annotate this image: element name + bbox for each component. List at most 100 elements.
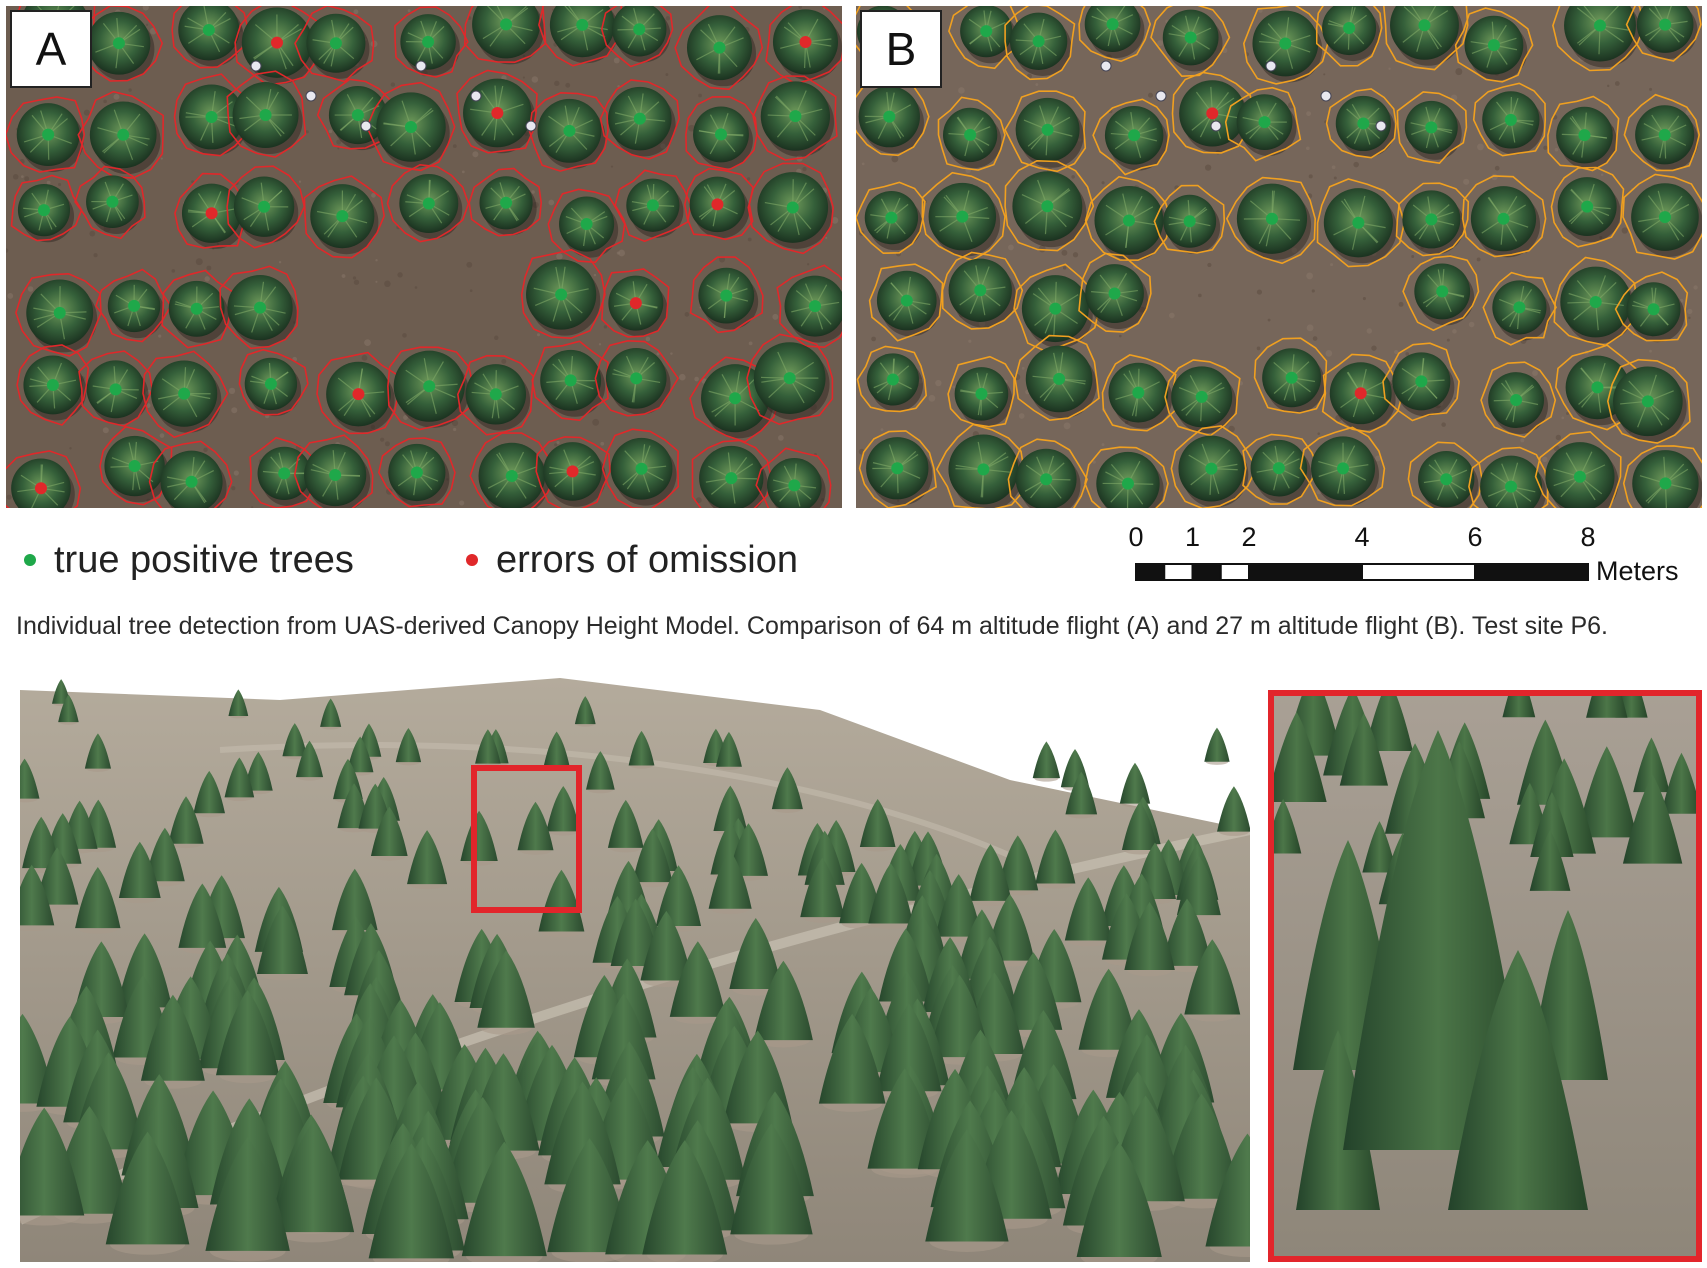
true-positive-marker — [1041, 200, 1054, 213]
true-positive-marker — [788, 479, 801, 492]
true-positive-marker — [1053, 372, 1066, 385]
true-positive-marker — [264, 377, 277, 390]
omission-marker — [711, 198, 724, 211]
true-positive-marker — [500, 18, 513, 31]
true-positive-marker — [977, 463, 990, 476]
true-positive-marker — [1505, 480, 1518, 493]
true-positive-marker — [53, 306, 66, 319]
scale-bar-unit: Meters — [1596, 556, 1679, 586]
true-positive-marker — [1641, 395, 1654, 408]
true-positive-marker — [1108, 287, 1121, 300]
scale-tick-label: 6 — [1467, 522, 1482, 552]
true-positive-marker — [202, 23, 215, 36]
true-positive-marker — [1032, 35, 1045, 48]
true-positive-marker — [422, 35, 435, 48]
true-positive-marker — [635, 462, 648, 475]
true-positive-marker — [713, 41, 726, 54]
true-positive-marker — [725, 472, 738, 485]
true-positive-marker — [1279, 37, 1292, 50]
true-positive-marker — [178, 387, 191, 400]
true-positive-marker — [783, 372, 796, 385]
panel-a-label: A — [10, 10, 92, 88]
true-positive-marker — [190, 302, 203, 315]
true-positive-marker — [1647, 303, 1660, 316]
true-positive-marker — [885, 211, 898, 224]
panel-b-label: B — [860, 10, 942, 88]
true-positive-marker — [633, 23, 646, 36]
true-positive-marker — [106, 195, 119, 208]
true-positive-marker — [1132, 386, 1145, 399]
panel-a-aerial-image: A — [6, 6, 842, 508]
omission-marker — [205, 207, 218, 220]
scale-tick-label: 4 — [1354, 522, 1369, 552]
true-positive-marker — [1659, 18, 1672, 31]
true-positive-marker — [1658, 211, 1671, 224]
true-positive-marker — [258, 200, 271, 213]
true-positive-marker — [1106, 18, 1119, 31]
true-positive-marker — [1040, 473, 1053, 486]
true-positive-marker — [964, 128, 977, 141]
true-positive-marker — [1497, 212, 1510, 225]
true-positive-dot-icon — [24, 554, 36, 566]
true-positive-marker — [1195, 390, 1208, 403]
true-positive-marker — [1352, 216, 1365, 229]
true-positive-marker — [500, 196, 513, 209]
true-positive-marker — [786, 201, 799, 214]
panel-a-canvas — [6, 6, 842, 508]
true-positive-marker — [883, 110, 896, 123]
true-positive-marker — [1122, 214, 1135, 227]
true-positive-marker — [1659, 477, 1672, 490]
omission-marker — [629, 297, 642, 310]
true-positive-marker — [555, 288, 568, 301]
true-positive-marker — [1589, 296, 1602, 309]
true-positive-marker — [808, 300, 821, 313]
figure-caption: Individual tree detection from UAS-deriv… — [16, 612, 1608, 640]
true-positive-marker — [278, 467, 291, 480]
true-positive-marker — [329, 37, 342, 50]
omission-marker — [352, 388, 365, 401]
legend-true-positive-label: true positive trees — [54, 538, 354, 581]
true-positive-marker — [729, 392, 742, 405]
true-positive-marker — [1184, 31, 1197, 44]
true-positive-marker — [980, 25, 993, 38]
omission-marker — [34, 482, 47, 495]
panel-b-canvas — [856, 6, 1702, 508]
true-positive-marker — [46, 378, 59, 391]
true-positive-marker — [580, 218, 593, 231]
true-positive-marker — [117, 128, 130, 141]
true-positive-marker — [1504, 113, 1517, 126]
scale-tick-label: 8 — [1580, 522, 1595, 552]
true-positive-marker — [975, 387, 988, 400]
true-positive-marker — [1581, 200, 1594, 213]
true-positive-marker — [1183, 215, 1196, 228]
canopy-3d-model-view — [20, 660, 1250, 1262]
scale-tick-label: 1 — [1185, 522, 1200, 552]
true-positive-marker — [109, 383, 122, 396]
true-positive-marker — [329, 468, 342, 481]
true-positive-marker — [956, 210, 969, 223]
true-positive-marker — [1591, 381, 1604, 394]
true-positive-marker — [410, 466, 423, 479]
true-positive-marker — [720, 289, 733, 302]
true-positive-marker — [423, 380, 436, 393]
true-positive-marker — [1425, 213, 1438, 226]
true-positive-marker — [1357, 117, 1370, 130]
true-positive-marker — [633, 112, 646, 125]
true-positive-marker — [336, 210, 349, 223]
true-positive-marker — [489, 388, 502, 401]
true-positive-marker — [422, 197, 435, 210]
true-positive-marker — [1049, 302, 1062, 315]
true-positive-marker — [564, 374, 577, 387]
true-positive-marker — [1418, 19, 1431, 32]
omission-marker — [491, 106, 504, 119]
true-positive-marker — [42, 128, 55, 141]
true-positive-marker — [900, 294, 913, 307]
true-positive-marker — [351, 109, 364, 122]
omission-marker — [270, 36, 283, 49]
true-positive-marker — [185, 475, 198, 488]
true-positive-marker — [1573, 470, 1586, 483]
true-positive-marker — [37, 204, 50, 217]
legend-true-positive: true positive trees — [24, 530, 354, 590]
panel-b-aerial-image: B — [856, 6, 1702, 508]
true-positive-marker — [886, 373, 899, 386]
